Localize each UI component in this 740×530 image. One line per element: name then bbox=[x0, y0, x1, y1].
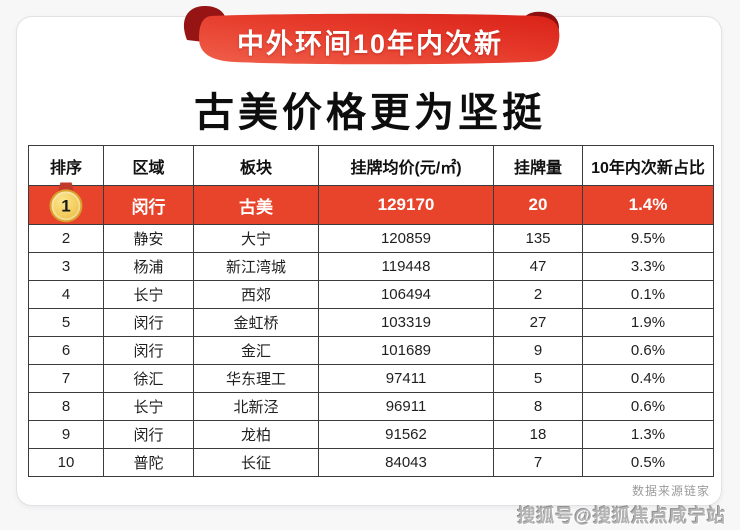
cell-district: 杨浦 bbox=[103, 252, 194, 281]
cell-count: 5 bbox=[493, 364, 583, 393]
cell-count: 7 bbox=[493, 448, 583, 477]
cell-price: 101689 bbox=[318, 336, 494, 365]
header-count: 挂牌量 bbox=[493, 145, 583, 186]
cell-rank: 8 bbox=[28, 392, 104, 421]
cell-rank: 10 bbox=[28, 448, 104, 477]
cell-block: 华东理工 bbox=[193, 364, 319, 393]
table-row: 7 徐汇 华东理工 97411 5 0.4% bbox=[28, 364, 714, 393]
cell-district: 长宁 bbox=[103, 280, 194, 309]
cell-count: 47 bbox=[493, 252, 583, 281]
cell-price: 120859 bbox=[318, 224, 494, 253]
cell-count: 18 bbox=[493, 420, 583, 449]
cell-block: 金汇 bbox=[193, 336, 319, 365]
cell-price: 106494 bbox=[318, 280, 494, 309]
watermark-text: 搜狐号@搜狐焦点咸宁站 bbox=[517, 506, 726, 526]
table-row: 3 杨浦 新江湾城 119448 47 3.3% bbox=[28, 252, 714, 281]
ribbon-shape-icon bbox=[183, 6, 560, 65]
cell-price: 84043 bbox=[318, 448, 494, 477]
table-row: 10 普陀 长征 84043 7 0.5% bbox=[28, 448, 714, 477]
cell-ratio: 1.3% bbox=[582, 420, 714, 449]
cell-price: 119448 bbox=[318, 252, 494, 281]
cell-rank: 6 bbox=[28, 336, 104, 365]
cell-district: 静安 bbox=[103, 224, 194, 253]
table-row: 5 闵行 金虹桥 103319 27 1.9% bbox=[28, 308, 714, 337]
ribbon-banner: 中外环间10年内次新 bbox=[165, 0, 575, 72]
cell-count: 20 bbox=[493, 185, 583, 225]
cell-ratio: 0.6% bbox=[582, 392, 714, 421]
cell-ratio: 0.4% bbox=[582, 364, 714, 393]
cell-ratio: 0.5% bbox=[582, 448, 714, 477]
cell-district: 徐汇 bbox=[103, 364, 194, 393]
cell-ratio: 9.5% bbox=[582, 224, 714, 253]
cell-rank: 7 bbox=[28, 364, 104, 393]
cell-count: 135 bbox=[493, 224, 583, 253]
page-title: 古美价格更为坚挺 bbox=[194, 91, 546, 135]
cell-price: 96911 bbox=[318, 392, 494, 421]
header-rank: 排序 bbox=[28, 145, 104, 186]
cell-block: 古美 bbox=[193, 185, 319, 225]
cell-count: 2 bbox=[493, 280, 583, 309]
cell-block: 大宁 bbox=[193, 224, 319, 253]
cell-ratio: 1.9% bbox=[582, 308, 714, 337]
table-header-row: 排序 区域 板块 挂牌均价(元/㎡) 挂牌量 10年内次新占比 bbox=[28, 145, 714, 186]
medal-rank-number: 1 bbox=[49, 189, 83, 223]
cell-count: 9 bbox=[493, 336, 583, 365]
cell-district: 长宁 bbox=[103, 392, 194, 421]
cell-count: 27 bbox=[493, 308, 583, 337]
cell-ratio: 0.6% bbox=[582, 336, 714, 365]
cell-district: 闵行 bbox=[103, 336, 194, 365]
table-row: 9 闵行 龙柏 91562 18 1.3% bbox=[28, 420, 714, 449]
cell-district: 闵行 bbox=[103, 420, 194, 449]
table-row: 2 静安 大宁 120859 135 9.5% bbox=[28, 224, 714, 253]
cell-district: 普陀 bbox=[103, 448, 194, 477]
cell-ratio: 0.1% bbox=[582, 280, 714, 309]
cell-block: 长征 bbox=[193, 448, 319, 477]
cell-ratio: 1.4% bbox=[582, 185, 714, 225]
gold-medal-icon: 1 bbox=[49, 182, 83, 224]
table-row: 6 闵行 金汇 101689 9 0.6% bbox=[28, 336, 714, 365]
cell-rank: 4 bbox=[28, 280, 104, 309]
cell-block: 北新泾 bbox=[193, 392, 319, 421]
cell-rank: 2 bbox=[28, 224, 104, 253]
cell-count: 8 bbox=[493, 392, 583, 421]
table-row-highlight: 1 闵行 古美 129170 20 1.4% bbox=[28, 182, 714, 225]
header-ratio: 10年内次新占比 bbox=[582, 145, 714, 186]
rank-medal-cell: 1 bbox=[28, 182, 104, 225]
cell-price: 129170 bbox=[318, 185, 494, 225]
cell-price: 91562 bbox=[318, 420, 494, 449]
cell-price: 97411 bbox=[318, 364, 494, 393]
cell-district: 闵行 bbox=[103, 185, 194, 225]
data-source-note: 数据来源链家 bbox=[631, 484, 710, 498]
cell-price: 103319 bbox=[318, 308, 494, 337]
header-price: 挂牌均价(元/㎡) bbox=[318, 145, 494, 186]
cell-ratio: 3.3% bbox=[582, 252, 714, 281]
cell-rank: 9 bbox=[28, 420, 104, 449]
header-block: 板块 bbox=[193, 145, 319, 186]
table-row: 4 长宁 西郊 106494 2 0.1% bbox=[28, 280, 714, 309]
cell-rank: 3 bbox=[28, 252, 104, 281]
ranking-table: 排序 区域 板块 挂牌均价(元/㎡) 挂牌量 10年内次新占比 1 闵行 古美 … bbox=[28, 145, 714, 477]
banner-label: 中外环间10年内次新 bbox=[236, 28, 504, 59]
medal-strap-icon bbox=[58, 182, 74, 193]
cell-district: 闵行 bbox=[103, 308, 194, 337]
cell-block: 西郊 bbox=[193, 280, 319, 309]
cell-block: 金虹桥 bbox=[193, 308, 319, 337]
header-district: 区域 bbox=[103, 145, 194, 186]
table-row: 8 长宁 北新泾 96911 8 0.6% bbox=[28, 392, 714, 421]
cell-rank: 5 bbox=[28, 308, 104, 337]
cell-block: 龙柏 bbox=[193, 420, 319, 449]
cell-block: 新江湾城 bbox=[193, 252, 319, 281]
